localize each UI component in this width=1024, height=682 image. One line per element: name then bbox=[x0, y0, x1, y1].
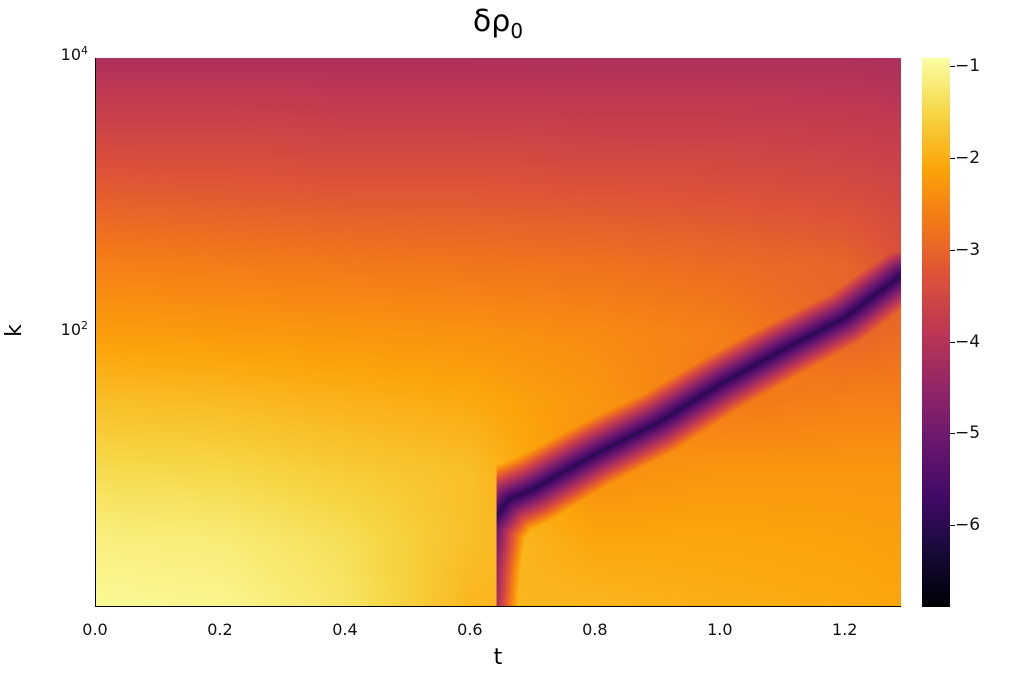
x-tick-label: 0.2 bbox=[207, 620, 233, 639]
tick-exponent: 4 bbox=[81, 43, 88, 57]
y-axis-label: k bbox=[1, 324, 27, 337]
colorbar bbox=[922, 58, 950, 607]
tick-base: 10 bbox=[60, 319, 81, 339]
colorbar-tick-label: −1 bbox=[949, 56, 981, 77]
x-axis-label: t bbox=[493, 645, 503, 670]
x-tick-label: 0.0 bbox=[82, 620, 108, 639]
colorbar-tick-label: −4 bbox=[949, 331, 981, 352]
tick-exponent: 2 bbox=[81, 318, 88, 332]
heatmap-plot-area bbox=[95, 58, 901, 607]
x-tick-label: 1.2 bbox=[832, 620, 858, 639]
x-tick-label: 0.6 bbox=[457, 620, 483, 639]
colorbar-tick-label: −2 bbox=[949, 148, 981, 169]
colorbar-tick-label: −5 bbox=[949, 423, 981, 444]
x-tick-label: 0.8 bbox=[582, 620, 608, 639]
colorbar-tick-label: −6 bbox=[949, 515, 981, 536]
y-tick-label: 104 bbox=[61, 44, 88, 64]
tick-base: 10 bbox=[60, 45, 81, 65]
y-tick-label: 102 bbox=[61, 318, 88, 338]
x-tick-label: 0.4 bbox=[332, 620, 358, 639]
x-tick-label: 1.0 bbox=[707, 620, 733, 639]
chart-title: δρ0 bbox=[472, 4, 524, 43]
colorbar-tick-label: −3 bbox=[949, 239, 981, 260]
